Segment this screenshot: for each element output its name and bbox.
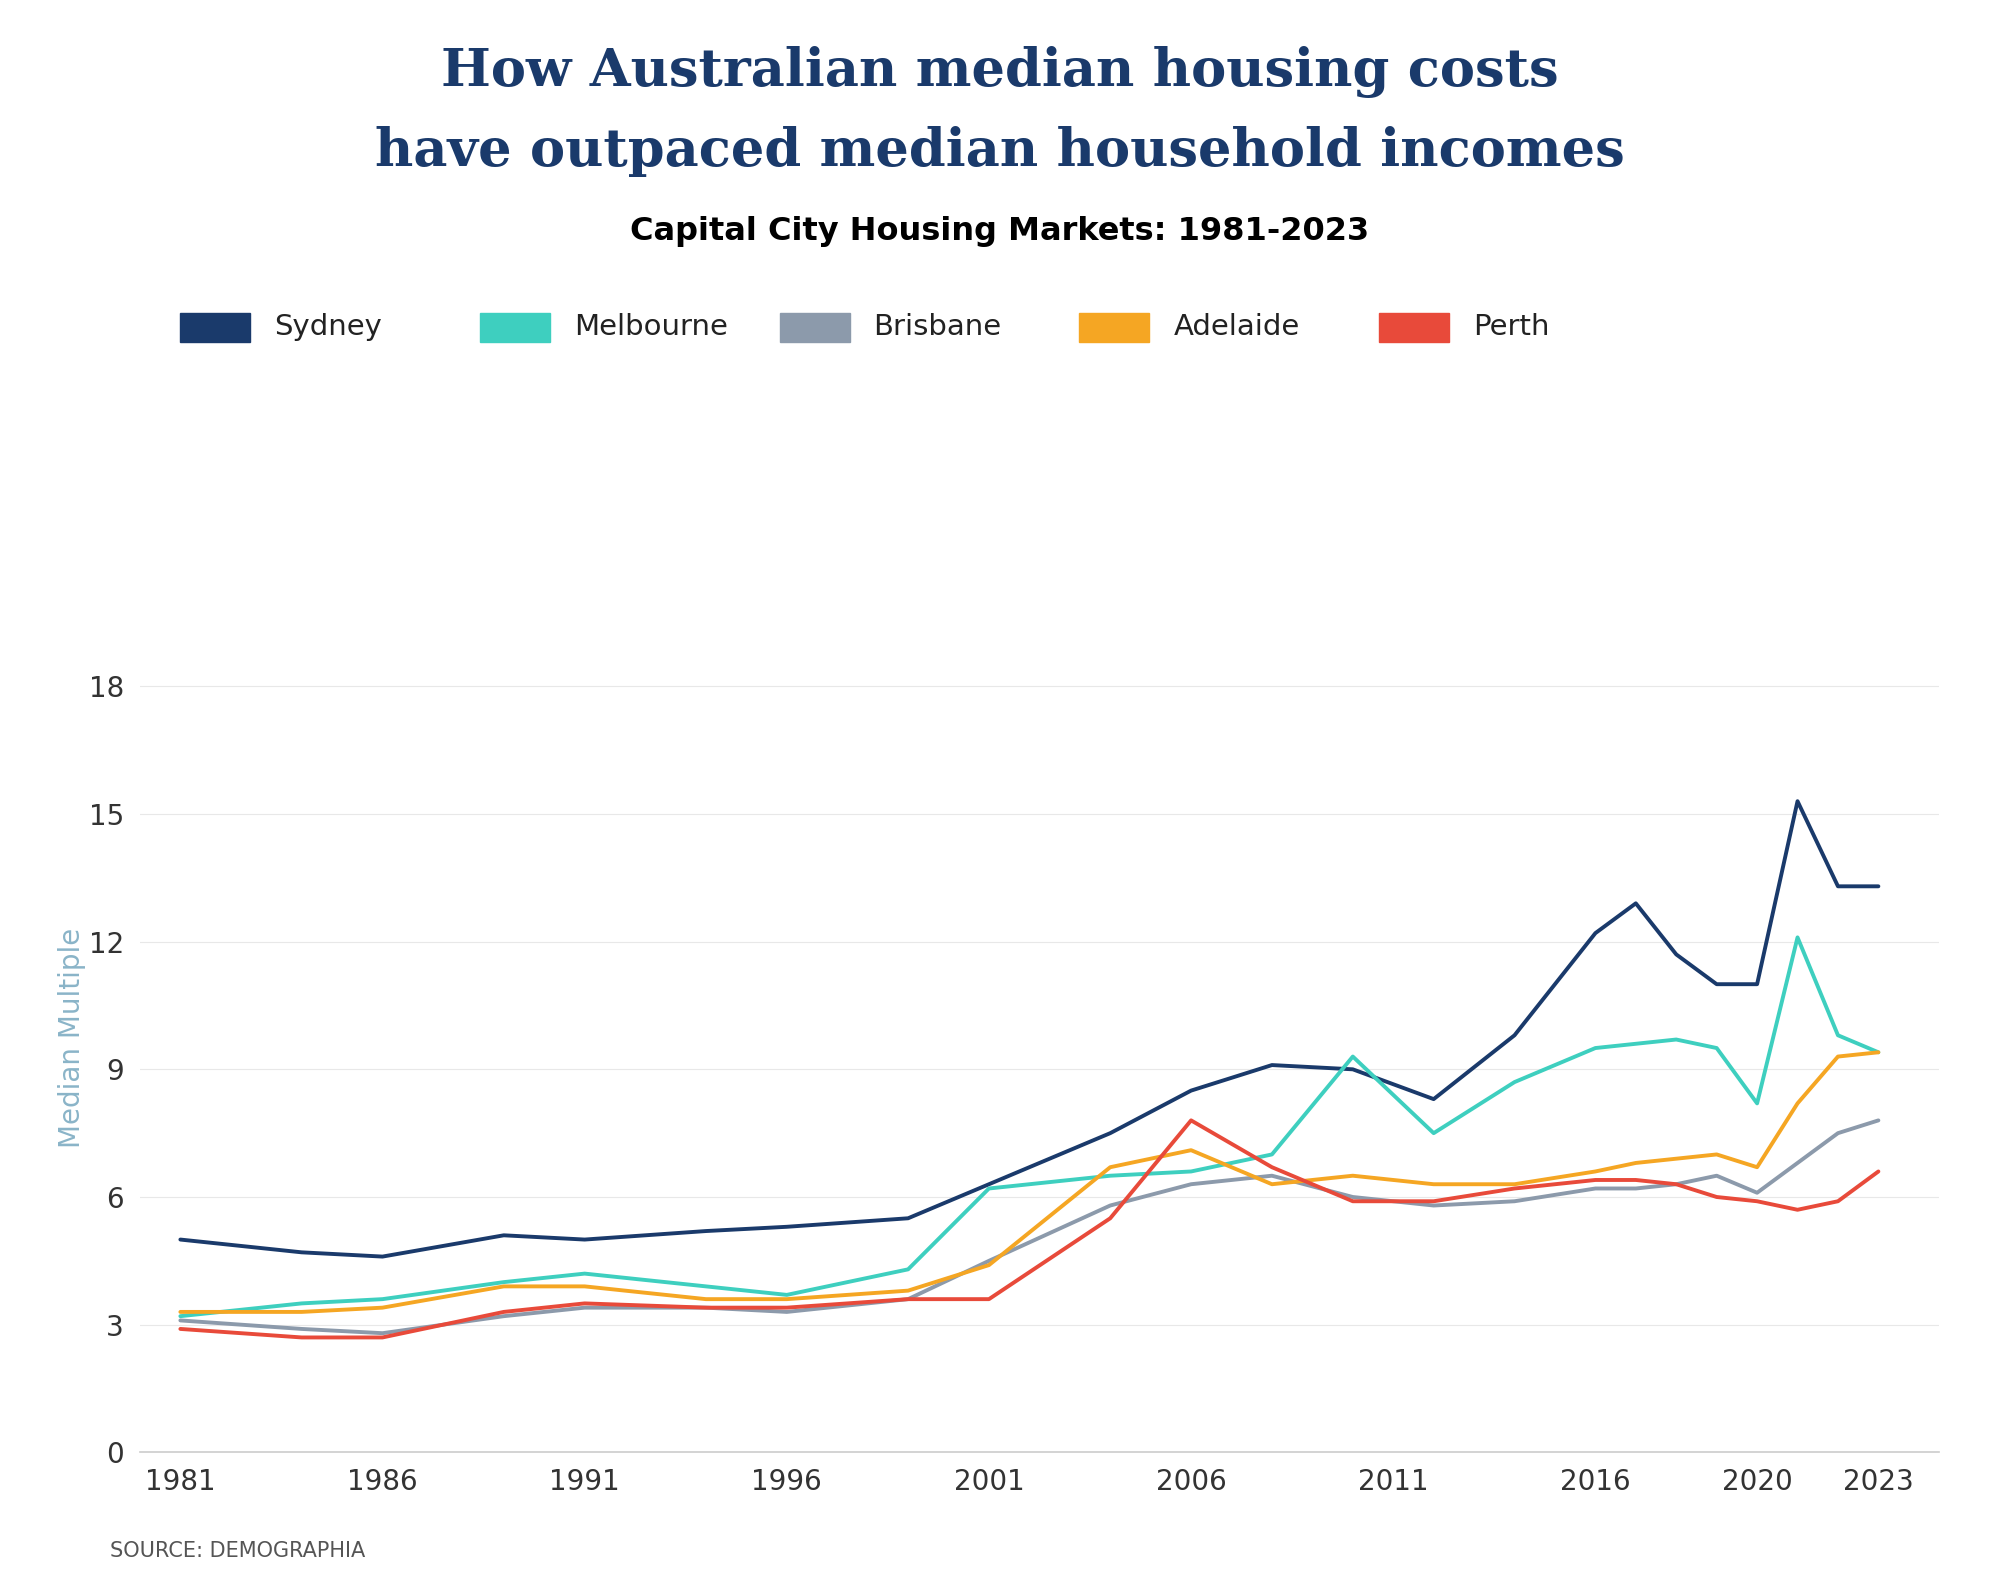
- Y-axis label: Median Multiple: Median Multiple: [58, 927, 86, 1148]
- Text: Capital City Housing Markets: 1981-2023: Capital City Housing Markets: 1981-2023: [629, 215, 1369, 247]
- Text: How Australian median housing costs: How Australian median housing costs: [440, 46, 1558, 97]
- Text: Adelaide: Adelaide: [1173, 313, 1299, 342]
- Text: Perth: Perth: [1473, 313, 1548, 342]
- Text: Brisbane: Brisbane: [873, 313, 1001, 342]
- Text: SOURCE: DEMOGRAPHIA: SOURCE: DEMOGRAPHIA: [110, 1540, 366, 1561]
- Text: APU: APU: [1804, 1518, 1882, 1550]
- Text: have outpaced median household incomes: have outpaced median household incomes: [374, 126, 1624, 177]
- Text: Sydney: Sydney: [274, 313, 382, 342]
- Text: Melbourne: Melbourne: [573, 313, 727, 342]
